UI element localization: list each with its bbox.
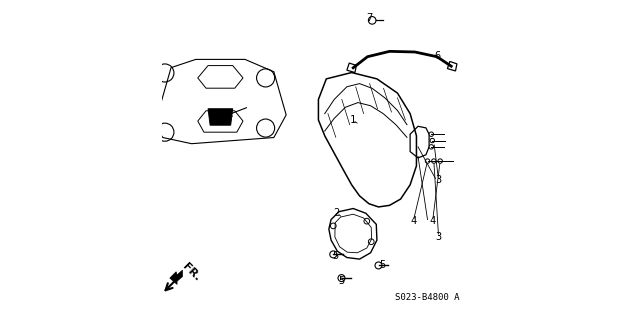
- Circle shape: [431, 159, 436, 163]
- Text: 5: 5: [380, 260, 386, 271]
- Text: 2: 2: [333, 208, 340, 218]
- Text: 3: 3: [435, 175, 442, 185]
- Text: 4: 4: [410, 216, 417, 226]
- Text: 3: 3: [435, 232, 442, 242]
- Text: 6: 6: [435, 51, 441, 61]
- Polygon shape: [170, 270, 182, 285]
- Text: 1: 1: [349, 115, 356, 125]
- Circle shape: [430, 138, 435, 143]
- Text: 7: 7: [366, 13, 372, 23]
- Text: 4: 4: [429, 216, 436, 226]
- Circle shape: [426, 159, 429, 163]
- Circle shape: [429, 145, 433, 149]
- Text: S023-B4800 A: S023-B4800 A: [396, 293, 460, 301]
- Polygon shape: [208, 109, 233, 125]
- Circle shape: [429, 132, 433, 137]
- Text: 5: 5: [332, 251, 339, 261]
- Circle shape: [438, 159, 442, 163]
- Text: 5: 5: [339, 276, 344, 286]
- Text: FR.: FR.: [181, 262, 202, 283]
